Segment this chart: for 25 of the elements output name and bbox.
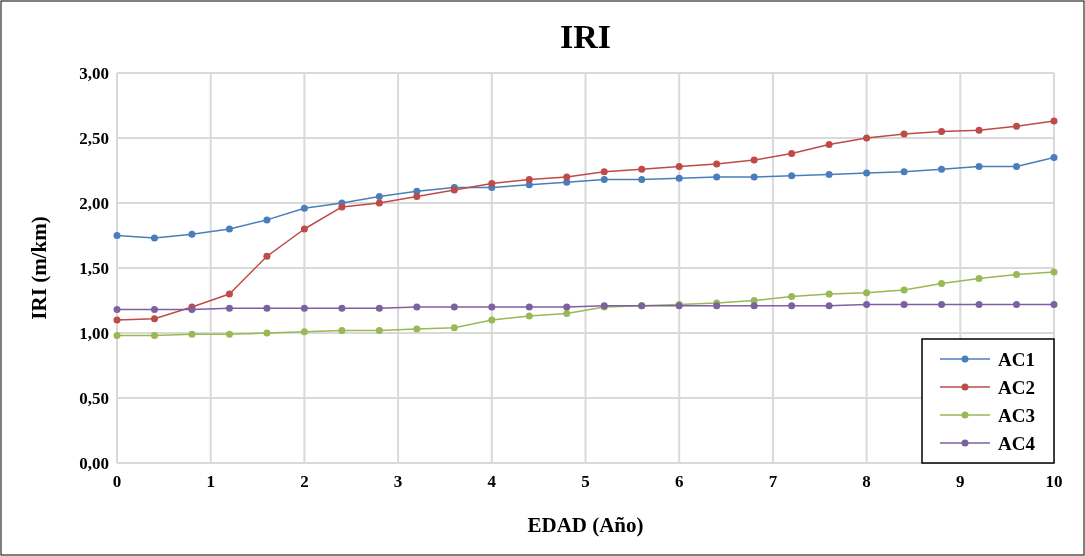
- x-tick-label: 1: [206, 472, 215, 491]
- x-tick-label: 3: [393, 472, 403, 491]
- y-tick-label: 0,50: [79, 388, 109, 408]
- x-axis-title: EDAD (Año): [527, 513, 644, 537]
- x-tick-label: 8: [862, 472, 871, 491]
- y-tick-label: 3,00: [79, 63, 109, 83]
- y-tick-label: 1,00: [79, 323, 109, 343]
- y-tick-label: 2,50: [79, 128, 109, 148]
- x-tick-label: 5: [581, 472, 590, 491]
- chart-title: IRI: [559, 18, 612, 55]
- x-tick-label: 10: [1045, 472, 1063, 491]
- legend-label: AC3: [998, 404, 1035, 426]
- y-axis-title: IRI (m/km): [27, 216, 51, 320]
- y-tick-label: 2,00: [79, 193, 109, 213]
- legend-label: AC4: [998, 432, 1036, 454]
- x-tick-label: 6: [674, 472, 684, 491]
- legend-label: AC2: [998, 376, 1035, 398]
- x-tick-label: 2: [300, 472, 309, 491]
- y-tick-label: 0,00: [79, 453, 109, 473]
- y-tick-label: 1,50: [79, 258, 109, 278]
- x-tick-label: 9: [956, 472, 965, 491]
- x-tick-label: 4: [487, 472, 497, 491]
- legend-label: AC1: [998, 348, 1035, 370]
- x-tick-label: 7: [768, 472, 778, 491]
- x-tick-label: 0: [112, 472, 122, 491]
